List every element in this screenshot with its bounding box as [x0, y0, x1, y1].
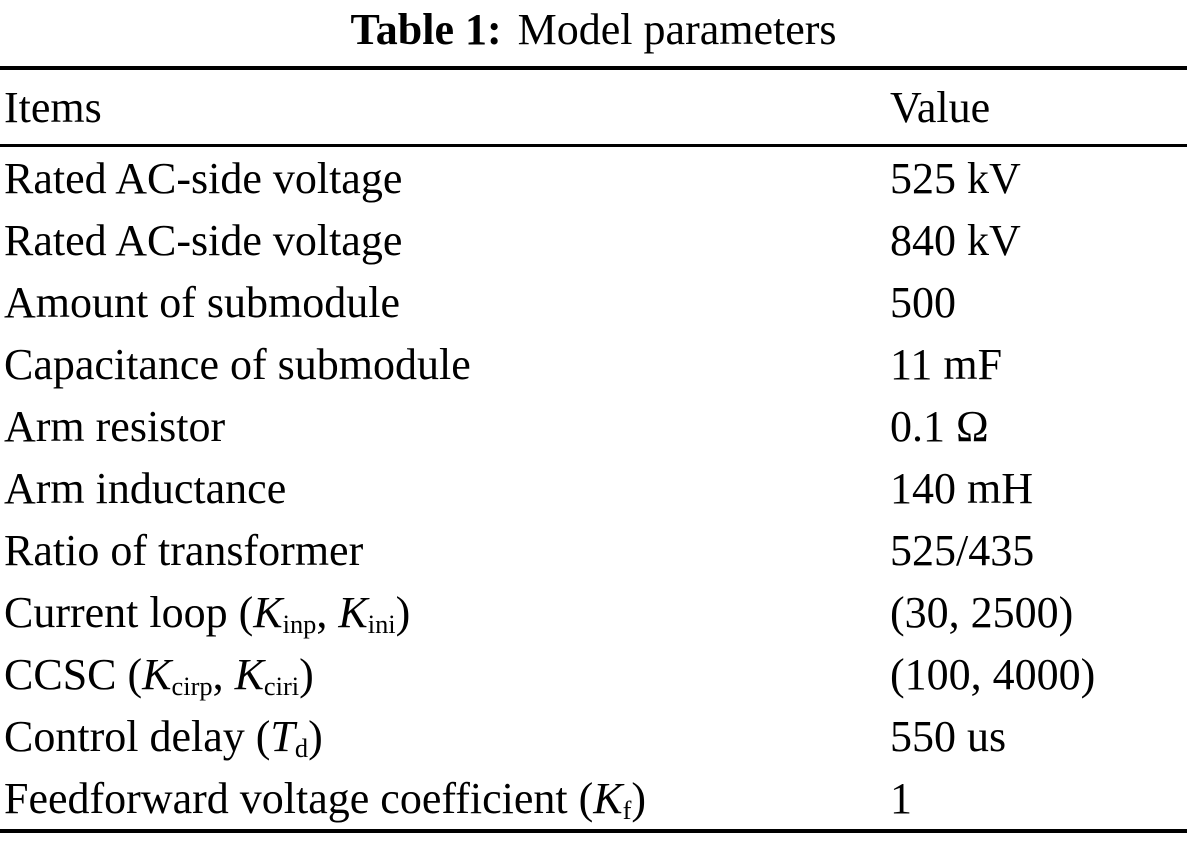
table-caption-title: Model parameters — [517, 5, 837, 54]
value-cell: (30, 2500) — [890, 587, 1074, 637]
table-row: Amount of submodule 500 — [0, 271, 1187, 333]
top-rule — [0, 66, 1187, 70]
bottom-rule — [0, 829, 1187, 833]
value-cell: 550 us — [890, 711, 1007, 761]
item-cell: CCSC (Kcirp, Kciri) — [4, 649, 314, 701]
table-row: Arm inductance 140 mH — [0, 457, 1187, 519]
item-cell: Control delay (Td) — [4, 711, 323, 763]
value-cell: 525 kV — [890, 153, 1021, 203]
header-value: Value — [890, 82, 991, 132]
item-cell: Feedforward voltage coefficient (Kf) — [4, 773, 647, 825]
value-cell: 0.1 Ω — [890, 401, 989, 451]
table-row: Feedforward voltage coefficient (Kf) 1 — [0, 767, 1187, 829]
item-cell: Capacitance of submodule — [4, 339, 471, 389]
item-cell: Rated AC-side voltage — [4, 153, 403, 203]
table-row: Ratio of transformer 525/435 — [0, 519, 1187, 581]
value-cell: 1 — [890, 773, 912, 823]
table-row: Capacitance of submodule 11 mF — [0, 333, 1187, 395]
header-items: Items — [4, 82, 102, 132]
value-cell: 500 — [890, 277, 956, 327]
table-header-row: Items Value — [0, 70, 1187, 144]
table-caption-label: Table 1: — [350, 5, 502, 54]
item-cell: Rated AC-side voltage — [4, 215, 403, 265]
value-cell: 840 kV — [890, 215, 1021, 265]
value-cell: 140 mH — [890, 463, 1033, 513]
table-row: Rated AC-side voltage 525 kV — [0, 147, 1187, 209]
table-body: Rated AC-side voltage 525 kV Rated AC-side… — [0, 147, 1187, 829]
table-row: Control delay (Td) 550 us — [0, 705, 1187, 767]
table-caption: Table 1: Model parameters — [0, 0, 1187, 66]
item-cell: Arm inductance — [4, 463, 287, 513]
value-cell: 525/435 — [890, 525, 1035, 575]
mid-rule — [0, 144, 1187, 147]
item-cell: Arm resistor — [4, 401, 226, 451]
table-row: Arm resistor 0.1 Ω — [0, 395, 1187, 457]
item-cell: Current loop (Kinp, Kini) — [4, 587, 411, 639]
item-cell: Ratio of transformer — [4, 525, 364, 575]
value-cell: (100, 4000) — [890, 649, 1096, 699]
table-row: Rated AC-side voltage 840 kV — [0, 209, 1187, 271]
table-row: Current loop (Kinp, Kini) (30, 2500) — [0, 581, 1187, 643]
table-row: CCSC (Kcirp, Kciri) (100, 4000) — [0, 643, 1187, 705]
value-cell: 11 mF — [890, 339, 1003, 389]
item-cell: Amount of submodule — [4, 277, 400, 327]
